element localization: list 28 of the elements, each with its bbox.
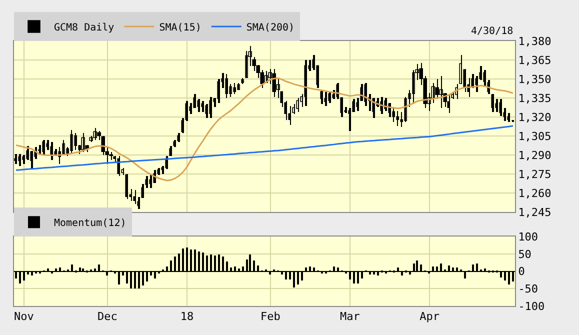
text: 4/30/18	[471, 26, 514, 37]
legend-label: Momentum(12)	[54, 218, 126, 229]
x-tick-label: Nov	[14, 310, 34, 324]
y-tick-label: -50	[518, 282, 538, 296]
y-tick-label: -100	[518, 300, 545, 313]
y-tick-label: 1,380	[518, 34, 552, 48]
x-tick-label: Feb	[260, 310, 280, 324]
y-tick-label: 1,365	[518, 54, 552, 67]
y-tick-label: 50	[518, 248, 532, 261]
y-tick-label: 1,260	[518, 186, 552, 200]
candlestick	[245, 51, 248, 78]
y-tick-label: 1,245	[518, 206, 552, 219]
y-tick-label: 1,290	[518, 148, 552, 162]
y-tick-label: 0	[518, 265, 525, 278]
line-series	[15, 125, 514, 171]
x-tick-label: 18	[180, 310, 194, 324]
x-tick-label: Dec	[98, 310, 118, 324]
x-tick-label: Apr	[420, 310, 440, 324]
legend-label: SMA(200)	[246, 22, 295, 34]
x-tick-label: Mar	[340, 310, 360, 324]
y-tick-label: 1,350	[518, 72, 552, 86]
y-tick-label: 1,275	[518, 168, 552, 181]
legend-label: GCM8 Daily	[54, 22, 114, 34]
legend-label: SMA(15)	[159, 22, 202, 34]
y-tick-label: 100	[518, 230, 538, 244]
y-tick-label: 1,320	[518, 110, 552, 124]
y-tick-label: 1,335	[518, 92, 552, 105]
y-tick-label: 1,305	[518, 130, 552, 143]
